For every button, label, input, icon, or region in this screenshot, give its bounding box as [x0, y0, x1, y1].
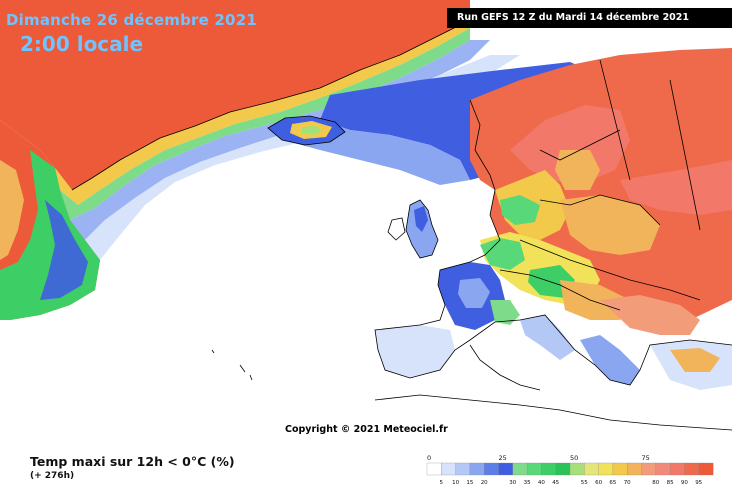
legend-major-tick: 25: [499, 454, 507, 462]
legend-minor-tick: 35: [524, 480, 531, 486]
legend-minor-tick: 10: [452, 480, 459, 486]
legend-minor-tick: 65: [609, 480, 616, 486]
legend-minor-tick: 80: [652, 480, 659, 486]
legend-swatch: [569, 462, 585, 476]
legend-minor-tick: 40: [538, 480, 545, 486]
legend-swatch: [584, 462, 599, 476]
legend-swatch: [627, 462, 642, 476]
legend-minor-tick: 70: [624, 480, 631, 486]
legend-swatch: [555, 462, 571, 476]
footer-bar: Temp maxi sur 12h < 0°C (%) (+ 276h) 0 25…: [0, 445, 732, 488]
legend-minor-tick: 45: [552, 480, 559, 486]
map-canvas: [0, 0, 732, 431]
legend-minor-tick: 15: [466, 480, 473, 486]
legend-swatch: [441, 462, 456, 476]
legend-swatch: [498, 462, 514, 476]
legend-swatch: [512, 462, 528, 476]
legend-swatch: [598, 462, 614, 476]
run-info-banner: Run GEFS 12 Z du Mardi 14 décembre 2021: [447, 8, 732, 28]
legend-minor-tick: 5: [440, 480, 444, 486]
variable-title: Temp maxi sur 12h < 0°C (%): [30, 454, 235, 469]
legend-swatch: [484, 462, 499, 476]
legend-minor-tick: 60: [595, 480, 602, 486]
forecast-offset: (+ 276h): [30, 471, 75, 481]
legend-swatch: [469, 462, 485, 476]
legend-swatch: [684, 462, 700, 476]
legend-minor-tick: 30: [509, 480, 516, 486]
legend-minor-tick: 55: [581, 480, 588, 486]
legend-minor-tick: 85: [667, 480, 674, 486]
legend-major-tick: 0: [427, 454, 431, 462]
legend-major-tick: 50: [570, 454, 578, 462]
legend-minor-tick: 20: [481, 480, 488, 486]
legend-swatch: [655, 462, 671, 476]
coastline-europe: [374, 99, 732, 386]
legend-swatch: [455, 462, 471, 476]
legend-major-tick: 75: [642, 454, 650, 462]
legend-minor-tick: 90: [681, 480, 688, 486]
legend-swatch: [526, 462, 542, 476]
greenland-region: [0, 0, 470, 190]
copyright-label: Copyright © 2021 Meteociel.fr: [285, 424, 448, 435]
legend-swatch: [669, 462, 685, 476]
date-label: Dimanche 26 décembre 2021: [6, 11, 257, 29]
time-label: 2:00 locale: [20, 32, 144, 56]
legend-minor-tick: 95: [695, 480, 702, 486]
color-legend: 0 25 50 75 5 10 15 20 30 35 40 45 55 60 65 70 80 85 90 95: [425, 451, 725, 487]
legend-swatch: [698, 462, 714, 476]
legend-swatch: [641, 462, 657, 476]
legend-swatch: [426, 462, 442, 476]
legend-swatch: [541, 462, 557, 476]
legend-scale: 0 25 50 75 5 10 15 20 30 35 40 45 55 60 65 70 80 85 90 95: [426, 454, 714, 486]
legend-swatch: [612, 462, 628, 476]
